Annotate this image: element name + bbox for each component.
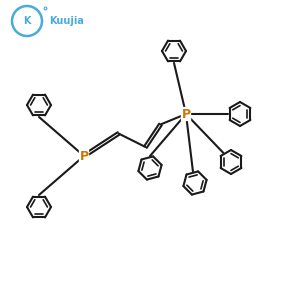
Text: P: P (80, 149, 88, 163)
Text: P: P (182, 107, 190, 121)
Text: K: K (23, 16, 31, 26)
Text: Kuujia: Kuujia (50, 16, 84, 26)
